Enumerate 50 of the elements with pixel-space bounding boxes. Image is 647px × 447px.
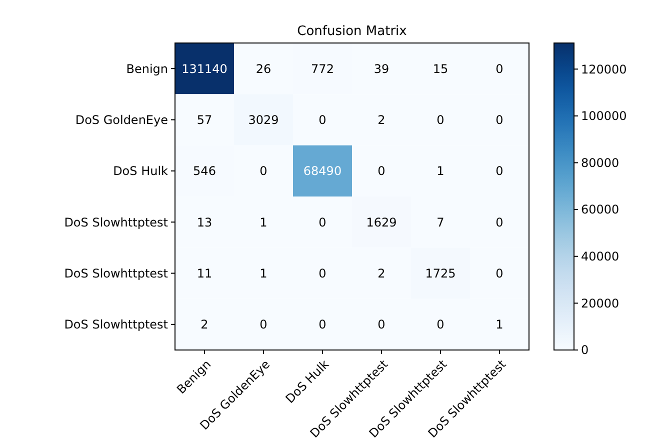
- y-tick-label: DoS Slowhttptest: [64, 215, 168, 230]
- data-label: 0: [496, 164, 504, 178]
- data-label: 0: [318, 112, 326, 127]
- data-label: 0: [318, 215, 326, 230]
- data-label: 1629: [366, 215, 397, 230]
- y-tick-label: Benign: [126, 62, 168, 76]
- data-label: 15: [432, 62, 448, 76]
- data-label: 1: [496, 318, 504, 332]
- color-bar-label: 0: [581, 343, 589, 358]
- data-label: 546: [193, 164, 216, 178]
- data-label: 131140: [182, 62, 228, 76]
- data-label: 39: [374, 62, 390, 76]
- y-tick-label: DoS Slowhttptest: [64, 318, 168, 332]
- y-tick-label: DoS Hulk: [113, 164, 168, 178]
- data-label: 0: [260, 318, 268, 332]
- y-tick-label: DoS GoldenEye: [75, 112, 168, 127]
- data-label: 13: [196, 215, 212, 230]
- data-label: 57: [196, 112, 212, 127]
- data-label: 7: [436, 215, 444, 230]
- data-label: 0: [378, 164, 386, 178]
- color-bar-label: 100000: [581, 109, 627, 124]
- data-label: 1: [260, 266, 268, 280]
- chart-title: Confusion Matrix: [297, 24, 408, 39]
- color-bar-label: 80000: [581, 156, 620, 170]
- data-label: 1725: [425, 266, 456, 280]
- data-label: 2: [378, 112, 386, 127]
- color-bar-label: 20000: [581, 296, 620, 310]
- color-bar-label: 120000: [581, 62, 627, 76]
- data-label: 0: [496, 112, 504, 127]
- data-label: 3029: [248, 112, 279, 127]
- data-label: 1: [260, 215, 268, 230]
- data-label: 68490: [303, 164, 342, 178]
- data-label: 0: [436, 318, 444, 332]
- data-label: 0: [496, 215, 504, 230]
- y-tick-label: DoS Slowhttptest: [64, 266, 168, 280]
- color-bar-label: 40000: [581, 250, 620, 264]
- data-label: 0: [496, 266, 504, 280]
- data-label: 1: [436, 164, 444, 178]
- data-label: 2: [378, 266, 386, 280]
- data-label: 0: [318, 266, 326, 280]
- data-label: 0: [260, 164, 268, 178]
- data-label: 0: [318, 318, 326, 332]
- data-label: 772: [311, 62, 334, 76]
- data-label: 0: [378, 318, 386, 332]
- data-label: 0: [436, 112, 444, 127]
- data-label: 0: [496, 62, 504, 76]
- color-bar-label: 60000: [581, 202, 620, 217]
- data-label: 26: [256, 62, 272, 76]
- data-label: 11: [196, 266, 212, 280]
- data-label: 2: [200, 318, 208, 332]
